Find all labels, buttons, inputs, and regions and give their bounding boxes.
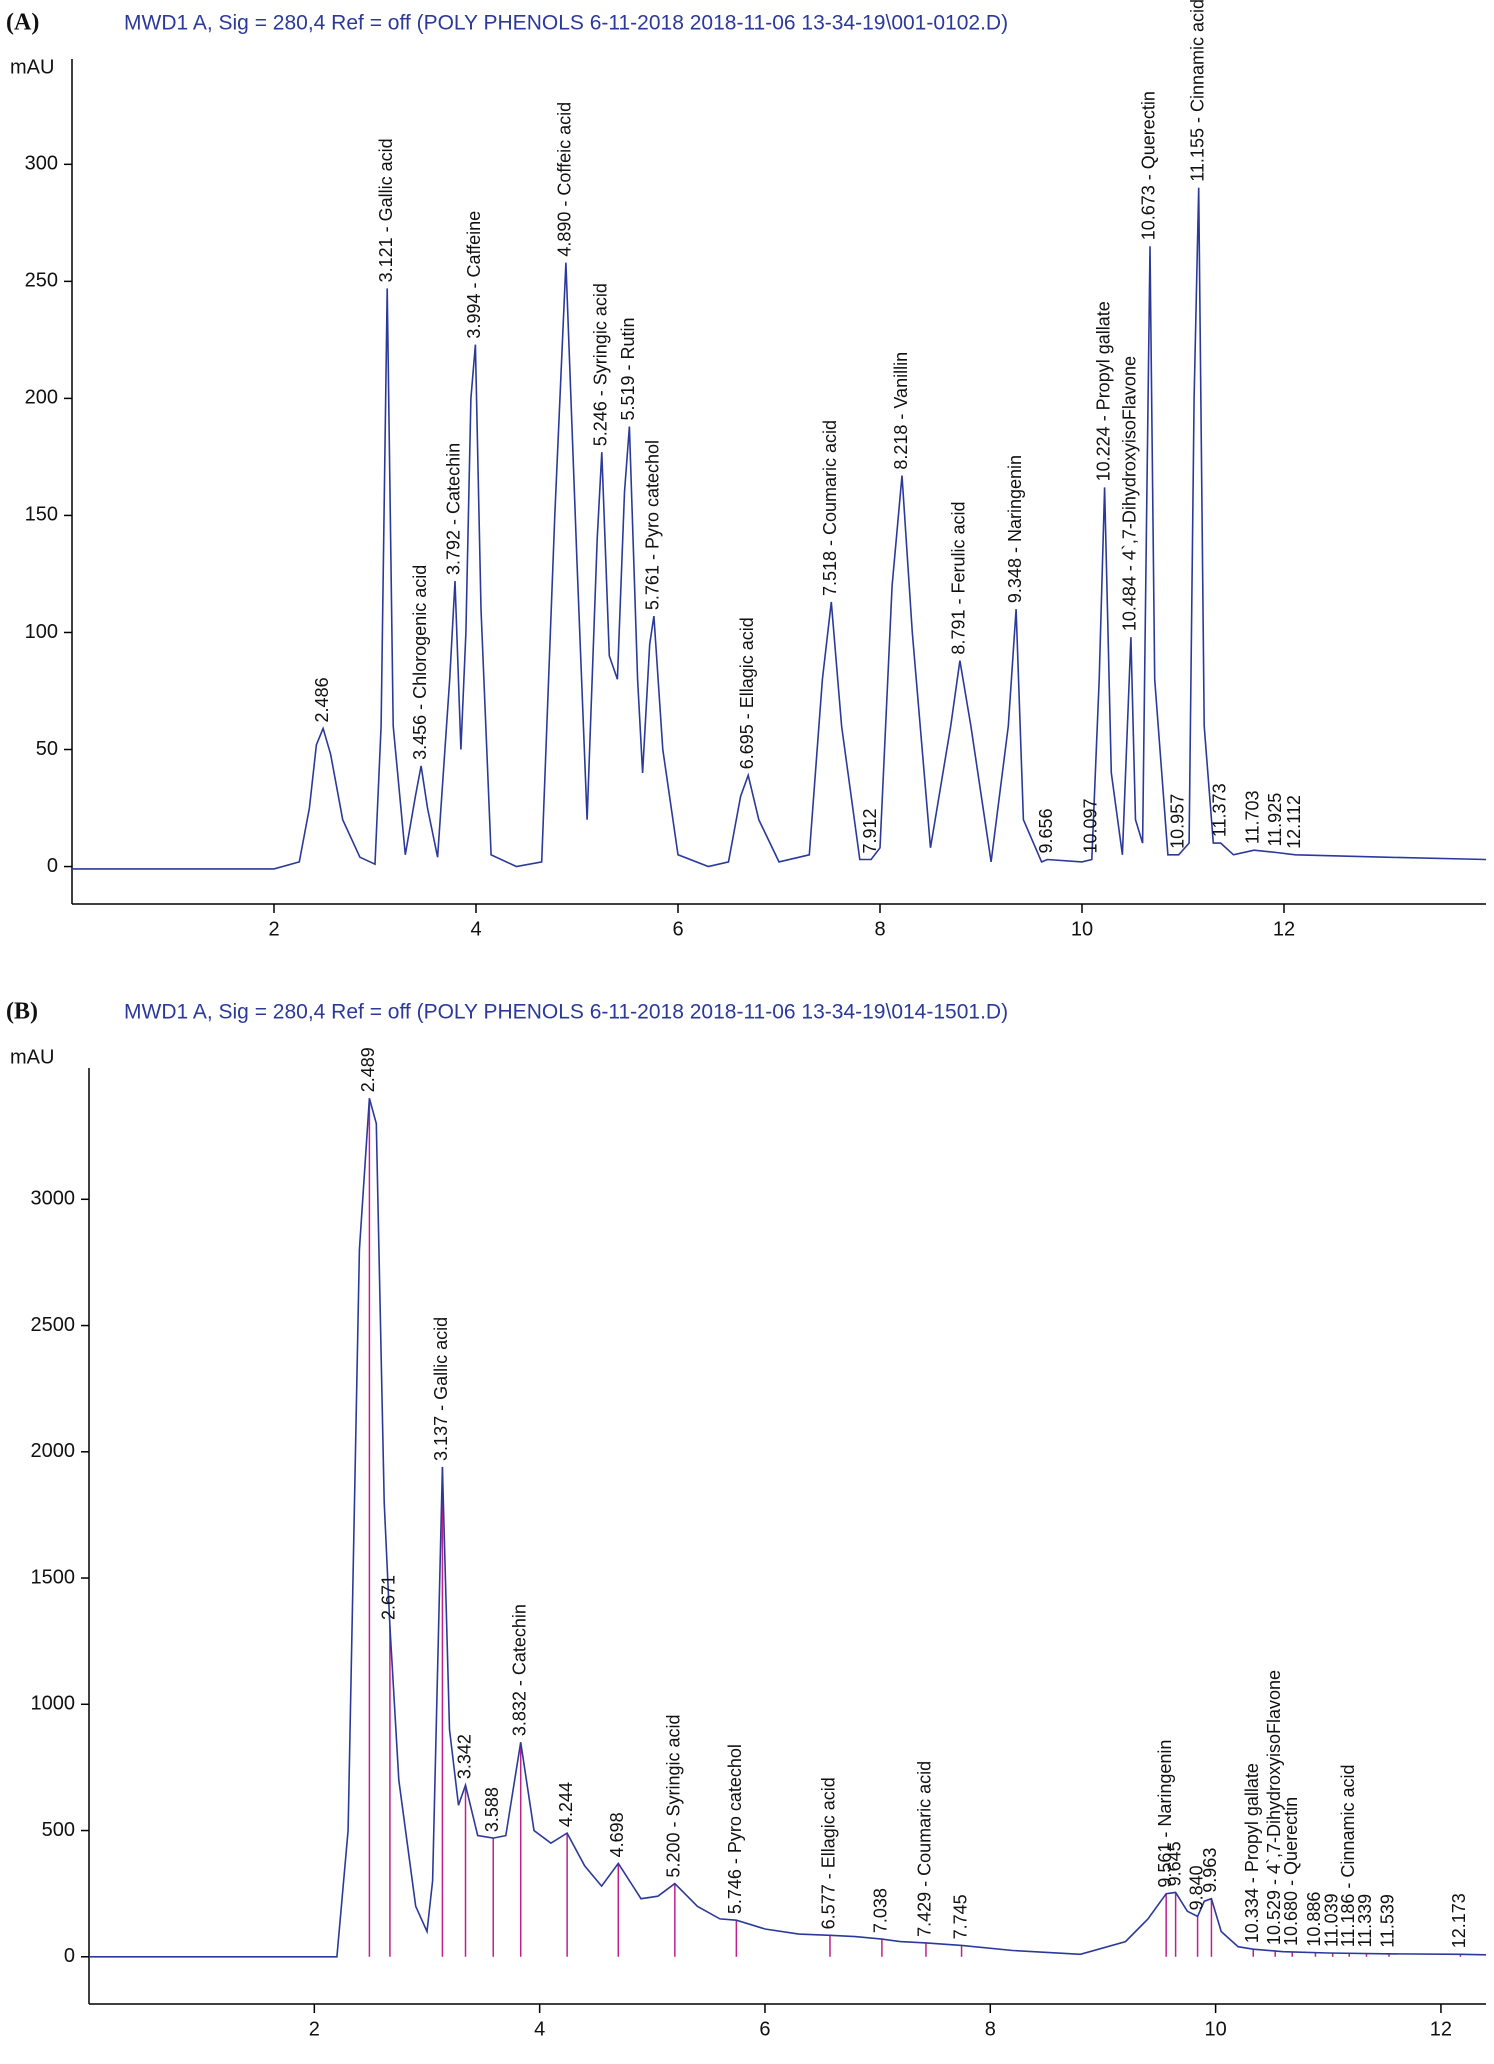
peak-label: 7.429 - Coumaric acid: [915, 1761, 935, 1937]
peak-label: 10.529 - 4`,7-DihydroxyisoFlavone: [1264, 1670, 1284, 1945]
y-tick-label: 2500: [31, 1314, 76, 1336]
peak-label: 5.746 - Pyro catechol: [725, 1744, 745, 1914]
y-tick-label: 50: [36, 738, 58, 760]
peak-label: 12.173: [1449, 1893, 1469, 1948]
peak-label: 10.673 - Querectin: [1139, 91, 1159, 240]
peak-label: 10.886: [1304, 1892, 1324, 1947]
x-tick-label: 10: [1204, 2018, 1226, 2040]
peak-label: 3.994 - Caffeine: [464, 211, 484, 339]
peak-label: 10.334 - Propyl gallate: [1242, 1763, 1262, 1943]
y-axis-label: mAU: [10, 56, 54, 78]
peak-label: 9.645: [1164, 1841, 1184, 1886]
x-tick-label: 4: [470, 918, 481, 940]
peak-label: 5.519 - Rutin: [618, 317, 638, 420]
peak-label: 11.039: [1321, 1893, 1341, 1947]
y-tick-label: 250: [25, 270, 58, 292]
peak-label: 3.342: [454, 1734, 474, 1779]
x-tick-label: 6: [672, 918, 683, 940]
peak-label: 4.890 - Coffeic acid: [555, 102, 575, 257]
y-tick-label: 150: [25, 504, 58, 526]
peak-label: 3.588: [482, 1787, 502, 1832]
peak-label: 5.200 - Syringic acid: [664, 1714, 684, 1877]
peak-label: 7.745: [950, 1894, 970, 1939]
peak-label: 3.832 - Catechin: [509, 1604, 529, 1736]
peak-label: 4.698: [607, 1812, 627, 1857]
y-tick-label: 3000: [31, 1188, 76, 1210]
x-tick-label: 6: [759, 2018, 770, 2040]
peak-label: 8.791 - Ferulic acid: [949, 501, 969, 654]
y-tick-label: 0: [47, 855, 58, 877]
y-axis-label: mAU: [10, 1046, 54, 1068]
peak-label: 9.561 - Naringenin: [1155, 1740, 1175, 1888]
panel-label: (A): [6, 10, 39, 36]
peak-label: 11.186 - Cinnamic acid: [1338, 1765, 1358, 1948]
peak-label: 11.373: [1209, 783, 1229, 837]
peak-label: 7.038: [871, 1888, 891, 1933]
panel-label: (B): [6, 999, 38, 1025]
peak-label: 10.224 - Propyl gallate: [1093, 301, 1113, 481]
peak-label: 11.925: [1265, 793, 1285, 847]
peak-label: 8.218 - Vanillin: [891, 352, 911, 470]
peak-label: 10.957: [1167, 794, 1187, 849]
peak-label: 7.912: [860, 808, 880, 853]
peak-label: 11.539: [1378, 1894, 1398, 1948]
peak-label: 3.121 - Gallic acid: [376, 138, 396, 282]
x-tick-label: 12: [1430, 2018, 1452, 2040]
y-tick-label: 1000: [31, 1693, 76, 1715]
peak-label: 11.703: [1243, 790, 1263, 844]
y-tick-label: 200: [25, 387, 58, 409]
y-tick-label: 2000: [31, 1440, 76, 1462]
chart-title: MWD1 A, Sig = 280,4 Ref = off (POLY PHEN…: [124, 12, 1008, 35]
peak-label: 6.577 - Ellagic acid: [819, 1777, 839, 1929]
x-tick-label: 8: [985, 2018, 996, 2040]
x-tick-label: 4: [534, 2018, 545, 2040]
chart-title: MWD1 A, Sig = 280,4 Ref = off (POLY PHEN…: [124, 1001, 1008, 1024]
peak-label: 7.518 - Coumaric acid: [820, 420, 840, 596]
peak-label: 6.695 - Ellagic acid: [737, 617, 757, 769]
y-tick-label: 300: [25, 153, 58, 175]
peak-label: 5.246 - Syringic acid: [591, 283, 611, 446]
peak-label: 10.097: [1081, 798, 1101, 853]
y-tick-label: 0: [64, 1945, 75, 1967]
y-tick-label: 500: [42, 1819, 75, 1841]
peak-label: 9.840: [1186, 1865, 1206, 1910]
x-tick-label: 12: [1273, 918, 1295, 940]
x-tick-label: 8: [874, 918, 885, 940]
peak-label: 12.112: [1284, 795, 1304, 849]
peak-label: 11.339: [1355, 1894, 1375, 1948]
x-tick-label: 2: [309, 2018, 320, 2040]
trace: [89, 1098, 1487, 1958]
peak-label: 3.792 - Catechin: [444, 443, 464, 575]
x-tick-label: 2: [268, 918, 279, 940]
peak-label: 2.486: [312, 677, 332, 722]
peak-label: 3.456 - Chlorogenic acid: [410, 565, 430, 760]
peak-label: 9.348 - Naringenin: [1005, 455, 1025, 603]
peak-label: 2.489: [358, 1047, 378, 1092]
y-tick-label: 100: [25, 621, 58, 643]
peak-label: 2.671: [379, 1575, 399, 1620]
peak-label: 4.244: [556, 1782, 576, 1827]
trace: [72, 187, 1487, 870]
peak-label: 9.963: [1200, 1848, 1220, 1893]
y-tick-label: 1500: [31, 1566, 76, 1588]
x-tick-label: 10: [1071, 918, 1093, 940]
peak-label: 10.484 - 4`,7-DihydroxyisoFlavone: [1120, 356, 1140, 631]
peak-label: 9.656: [1036, 808, 1056, 853]
peak-label: 11.155 - Cinnamic acid: [1187, 0, 1207, 182]
peak-label: 5.761 - Pyro catechol: [643, 440, 663, 610]
peak-label: 10.680 - Querectin: [1281, 1797, 1301, 1946]
peak-label: 3.137 - Gallic acid: [431, 1317, 451, 1461]
